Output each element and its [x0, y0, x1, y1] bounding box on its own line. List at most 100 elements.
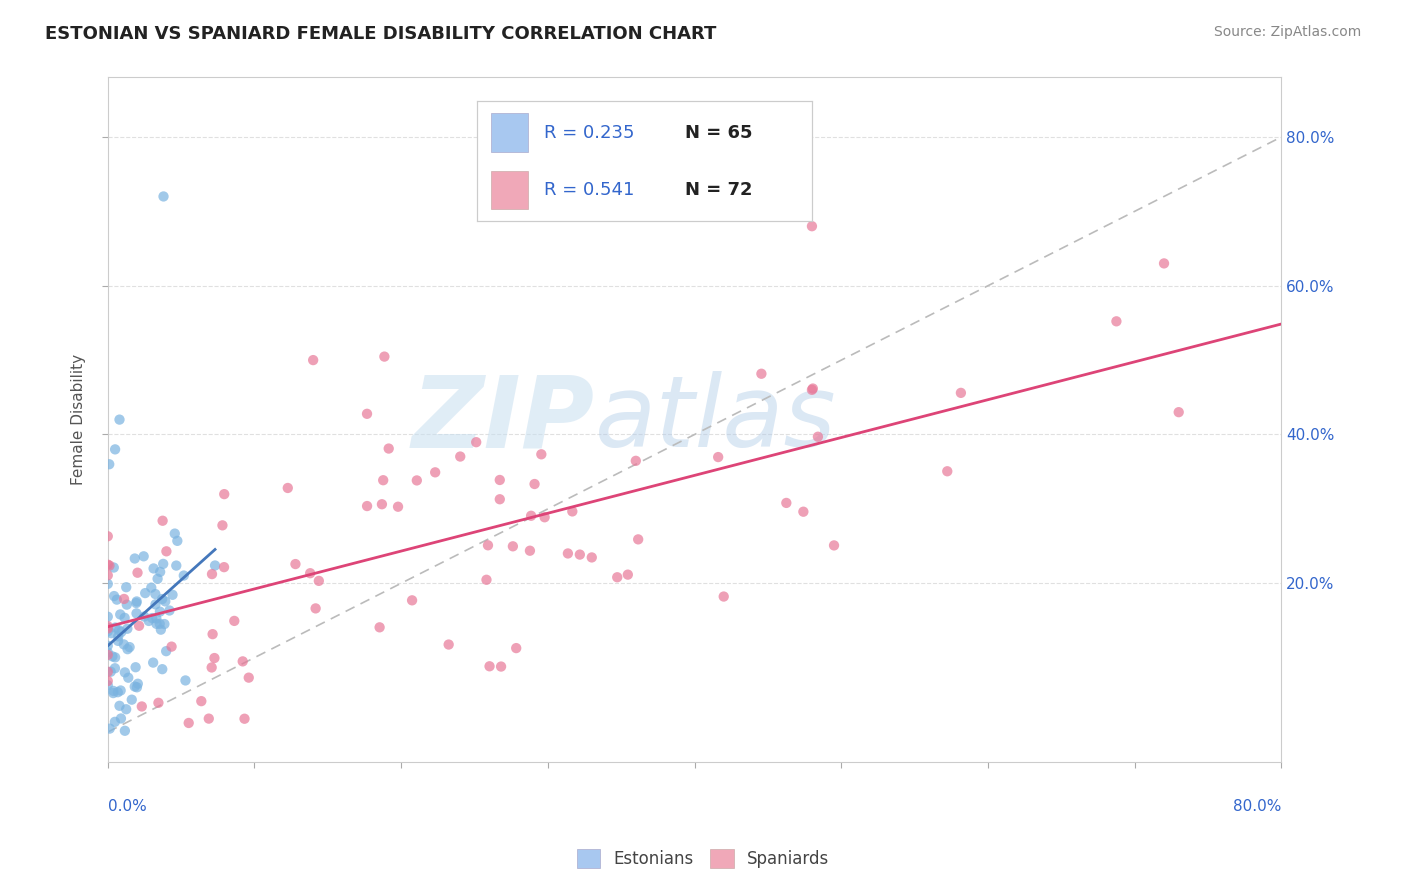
Point: [124, 660, 146, 674]
Point: [581, 550, 603, 565]
Point: [132, 549, 155, 564]
Point: [212, 487, 235, 501]
Point: [1153, 256, 1175, 270]
Point: [1105, 314, 1128, 328]
Point: [97, 568, 120, 582]
Point: [371, 497, 394, 511]
Point: [302, 353, 325, 368]
Point: [617, 567, 640, 582]
Point: [377, 442, 399, 456]
Point: [97, 558, 120, 572]
Point: [465, 435, 488, 450]
Point: [190, 694, 212, 708]
Point: [97, 624, 120, 639]
Point: [105, 592, 128, 607]
Text: 80.0%: 80.0%: [1233, 799, 1281, 814]
Point: [557, 546, 579, 560]
Point: [127, 566, 149, 580]
Point: [108, 698, 131, 713]
Point: [523, 477, 546, 491]
Point: [110, 607, 132, 622]
Point: [201, 660, 224, 674]
Point: [103, 686, 125, 700]
Point: [115, 580, 138, 594]
Point: [117, 642, 139, 657]
Point: [356, 499, 378, 513]
Point: [520, 508, 543, 523]
Point: [304, 601, 326, 615]
Point: [117, 622, 139, 636]
Point: [107, 629, 129, 643]
Point: [112, 591, 135, 606]
Point: [173, 568, 195, 582]
Point: [163, 526, 186, 541]
Point: [475, 573, 498, 587]
Point: [98, 722, 121, 736]
Point: [101, 649, 124, 664]
Point: [150, 592, 173, 607]
Point: [238, 671, 260, 685]
Point: [387, 500, 409, 514]
Point: [110, 711, 132, 725]
Point: [707, 450, 730, 464]
Point: [823, 538, 845, 552]
Point: [211, 518, 233, 533]
Point: [204, 558, 226, 573]
Point: [97, 645, 120, 659]
Point: [125, 607, 148, 621]
Point: [117, 671, 139, 685]
Point: [100, 626, 122, 640]
Point: [104, 714, 127, 729]
Text: atlas: atlas: [595, 371, 837, 468]
Point: [792, 505, 814, 519]
Point: [100, 665, 122, 679]
Point: [124, 551, 146, 566]
Point: [114, 723, 136, 738]
Point: [800, 383, 823, 397]
Point: [519, 543, 541, 558]
Point: [97, 577, 120, 591]
Point: [166, 533, 188, 548]
Point: [108, 412, 131, 426]
Point: [356, 407, 378, 421]
Point: [134, 586, 156, 600]
Point: [124, 680, 146, 694]
Point: [299, 566, 322, 581]
Point: [155, 644, 177, 658]
Point: [201, 627, 224, 641]
Point: [97, 673, 120, 688]
Point: [478, 659, 501, 673]
Point: [97, 619, 120, 633]
Point: [97, 609, 120, 624]
Point: [149, 623, 172, 637]
Point: [149, 605, 172, 619]
Point: [502, 539, 524, 553]
Point: [97, 529, 120, 543]
Point: [131, 699, 153, 714]
Point: [162, 588, 184, 602]
Point: [150, 662, 173, 676]
Point: [141, 581, 163, 595]
Point: [405, 474, 427, 488]
Point: [373, 473, 395, 487]
Point: [437, 638, 460, 652]
Point: [141, 611, 163, 625]
Point: [145, 611, 167, 625]
Point: [125, 681, 148, 695]
Point: [143, 587, 166, 601]
Point: [155, 594, 177, 608]
Point: [401, 593, 423, 607]
Text: ESTONIAN VS SPANIARD FEMALE DISABILITY CORRELATION CHART: ESTONIAN VS SPANIARD FEMALE DISABILITY C…: [45, 25, 717, 43]
Point: [155, 544, 177, 558]
Point: [98, 558, 121, 573]
Point: [212, 560, 235, 574]
Point: [104, 621, 127, 635]
Point: [159, 603, 181, 617]
Point: [152, 189, 174, 203]
Point: [807, 430, 830, 444]
Point: [606, 570, 628, 584]
Point: [112, 637, 135, 651]
Point: [145, 598, 167, 612]
Point: [97, 665, 120, 679]
Point: [174, 673, 197, 688]
